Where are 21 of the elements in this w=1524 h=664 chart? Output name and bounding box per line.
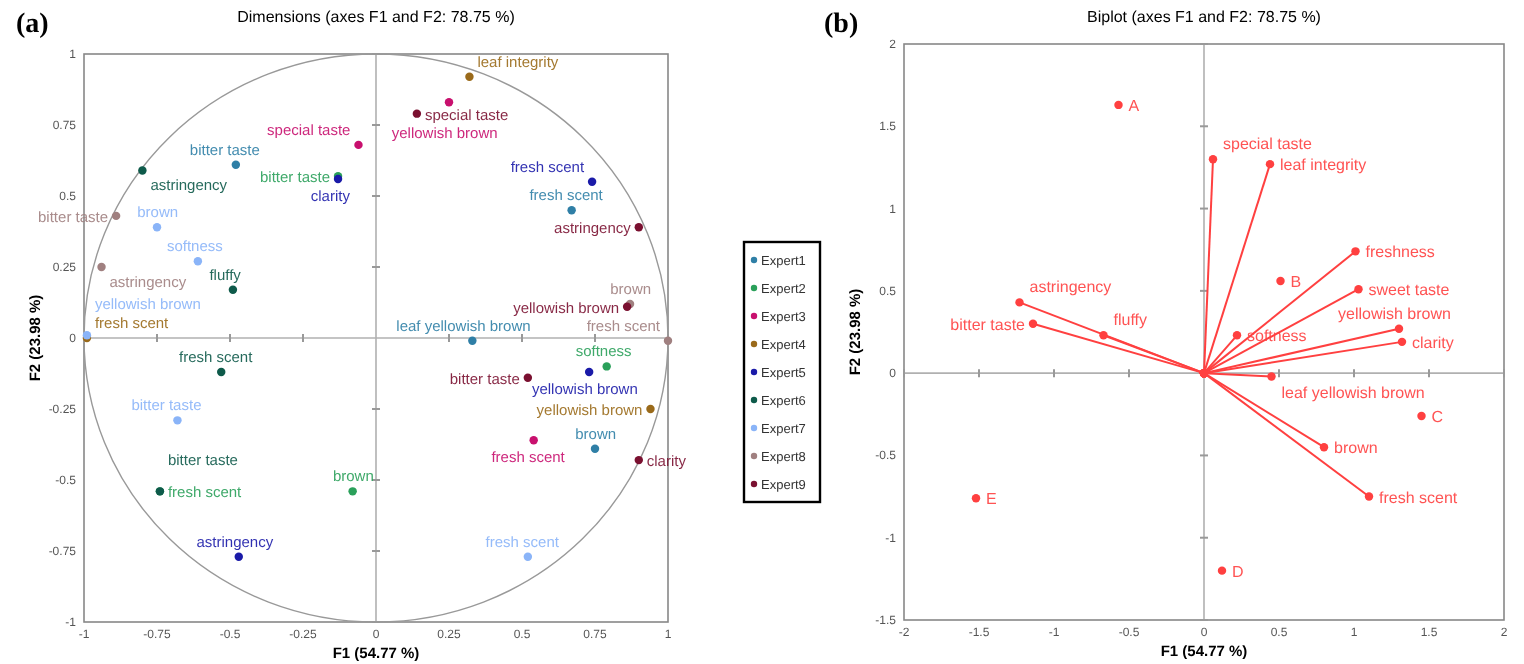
- data-label: brown: [1334, 439, 1378, 458]
- data-label: fluffy: [1113, 311, 1147, 330]
- data-label: clarity: [1412, 333, 1454, 352]
- data-label: freshness: [1365, 243, 1435, 262]
- data-label: astringency: [1029, 278, 1112, 297]
- data-label: A: [1128, 96, 1141, 115]
- data-label: E: [986, 490, 997, 509]
- data-label: C: [1431, 407, 1444, 426]
- data-label: B: [1290, 272, 1302, 291]
- chart-title: Biplot (axes F1 and F2: 78.75 %): [1087, 8, 1322, 26]
- data-label: leaf yellowish brown: [1281, 384, 1425, 403]
- data-label: special taste: [1223, 135, 1314, 154]
- data-label: yellowish brown: [1338, 304, 1451, 323]
- data-label: sweet taste: [1368, 281, 1451, 300]
- text: (b): [824, 10, 859, 40]
- chart-title: Dimensions (axes F1 and F2: 78.75 %): [237, 8, 516, 26]
- data-label: fresh scent: [1379, 488, 1459, 507]
- data-label: D: [1232, 562, 1244, 581]
- data-label: bitter taste: [950, 315, 1027, 334]
- data-label: leaf integrity: [1280, 156, 1367, 175]
- text: (a): [16, 10, 50, 40]
